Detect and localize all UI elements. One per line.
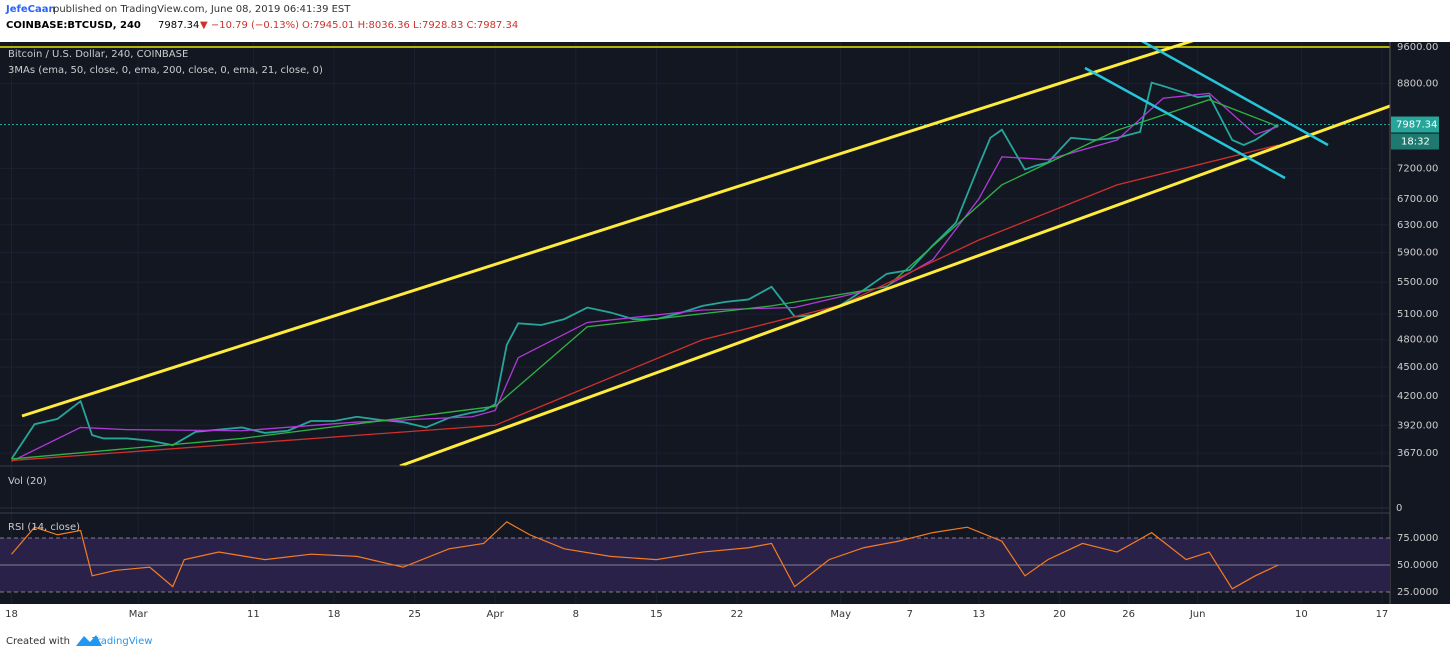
x-tick-label: 10 <box>1295 609 1308 620</box>
change: ▼ −10.79 (−0.13%) <box>200 20 299 31</box>
logo <box>76 635 102 646</box>
rsi-tick-label: 25.0000 <box>1397 587 1438 598</box>
ohlc: O:7945.01 H:8036.36 L:7928.83 C:7987.34 <box>302 20 518 31</box>
y-tick-label: 4800.00 <box>1397 335 1438 346</box>
rsi-tick-label: 75.0000 <box>1397 533 1438 544</box>
channel-upper <box>21 42 1194 418</box>
y-tick-label: 6300.00 <box>1397 220 1438 231</box>
price-badge-label: 7987.34 <box>1396 120 1437 131</box>
x-tick-label: 15 <box>650 609 663 620</box>
y-tick-label: 6700.00 <box>1397 194 1438 205</box>
y-tick-label: 4500.00 <box>1397 362 1438 373</box>
y-tick-label: 5900.00 <box>1397 248 1438 259</box>
y-tick-label: 4200.00 <box>1397 391 1438 402</box>
x-tick-label: 17 <box>1376 609 1389 620</box>
x-tick-label: 11 <box>247 609 260 620</box>
x-tick-label: 22 <box>731 609 744 620</box>
vol-title: Vol (20) <box>8 476 47 487</box>
vol-tick: 0 <box>1396 503 1402 514</box>
published: published on TradingView.com, June 08, 2… <box>53 4 351 15</box>
price-line <box>11 92 1279 462</box>
countdown: 18:32 <box>1401 137 1430 148</box>
symbol: COINBASE:BTCUSD, 240 <box>6 20 141 31</box>
y-tick-label: 9600.00 <box>1397 42 1438 53</box>
x-tick-label: 26 <box>1122 609 1135 620</box>
footer-bg <box>0 604 1450 657</box>
date-axis: 18 Mar 11 18 25 Apr 8 15 22 May 7 13 20 26 Jun 10 17 <box>5 609 1388 620</box>
drawings <box>0 42 1390 466</box>
countdown-badge <box>1391 133 1439 150</box>
price-badge <box>1391 116 1439 133</box>
wedge-lower <box>1084 66 1286 180</box>
x-tick-label: May <box>830 609 851 620</box>
y-tick-label: 5500.00 <box>1397 277 1438 288</box>
header-bg <box>0 0 1450 42</box>
rsi-line <box>11 521 1279 590</box>
x-tick-label: Apr <box>487 609 505 620</box>
rsi-pane <box>0 521 1390 593</box>
y-tick-label: 5100.00 <box>1397 309 1438 320</box>
x-tick-label: Mar <box>129 609 149 620</box>
x-tick-label: Jun <box>1189 609 1206 620</box>
main-pane <box>0 42 1390 604</box>
series-title: Bitcoin / U.S. Dollar, 240, COINBASE <box>8 49 188 60</box>
brand[interactable]: TradingView <box>91 636 152 647</box>
author[interactable]: JefeCaan <box>5 4 56 15</box>
ma-title: 3MAs (ema, 50, close, 0, ema, 200, close… <box>8 65 323 76</box>
rsi-tick-label: 50.0000 <box>1397 560 1438 571</box>
x-tick-label: 25 <box>408 609 421 620</box>
y-tick-label: 3920.00 <box>1397 420 1438 431</box>
wedge-upper <box>1141 42 1329 147</box>
y-tick-label: 3670.00 <box>1397 448 1438 459</box>
x-tick-label: 7 <box>907 609 913 620</box>
channel-lower <box>399 104 1390 466</box>
x-tick-label: 18 <box>5 609 18 620</box>
x-tick-label: 18 <box>328 609 341 620</box>
y-tick-label: 8800.00 <box>1397 79 1438 90</box>
x-tick-label: 20 <box>1053 609 1066 620</box>
last: 7987.34 <box>158 20 199 31</box>
price-line <box>11 99 1279 460</box>
chart-bg <box>0 42 1450 604</box>
rsi-title: RSI (14, close) <box>8 522 80 533</box>
x-tick-label: 8 <box>573 609 579 620</box>
created: Created with <box>6 636 70 647</box>
y-tick-label: 7200.00 <box>1397 163 1438 174</box>
x-tick-label: 13 <box>973 609 986 620</box>
